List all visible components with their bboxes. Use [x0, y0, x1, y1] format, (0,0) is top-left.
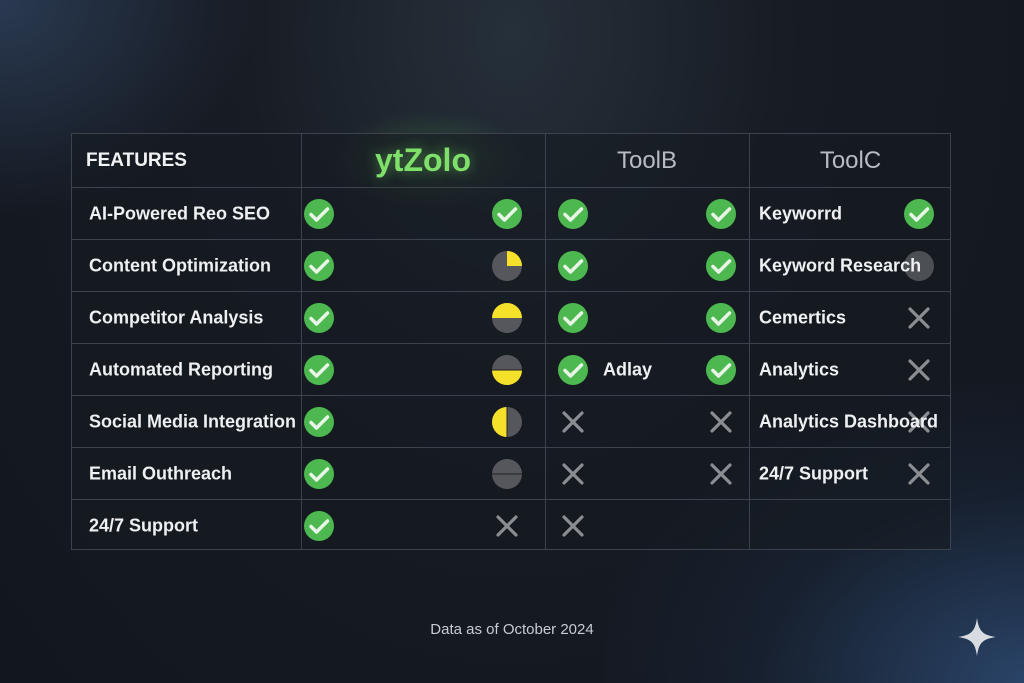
toolb-label: Adlay	[603, 359, 653, 380]
cross-icon	[903, 302, 935, 334]
cross-icon	[903, 458, 935, 490]
check-icon	[705, 302, 737, 334]
check-icon	[557, 354, 589, 386]
header-ytzolo: ytZolo	[375, 142, 471, 178]
check-icon	[557, 302, 589, 334]
header-toolb: ToolB	[616, 146, 678, 174]
cross-icon	[557, 406, 589, 438]
check-icon	[303, 510, 335, 542]
check-icon	[705, 198, 737, 230]
toolc-label: Cemertics	[759, 307, 847, 328]
toolc-label: Analytics	[759, 359, 840, 380]
feature-label: Content Optimization	[89, 255, 271, 276]
check-icon	[303, 406, 335, 438]
check-icon	[491, 198, 523, 230]
partial-icon	[903, 250, 935, 282]
header-toolc: ToolC	[819, 146, 882, 174]
cross-icon	[557, 458, 589, 490]
header-features: FEATURES	[86, 149, 187, 171]
cross-icon	[705, 458, 737, 490]
check-icon	[303, 250, 335, 282]
partial-icon	[491, 250, 523, 282]
feature-label: Competitor Analysis	[89, 307, 264, 328]
cross-icon	[903, 406, 935, 438]
toolc-label: Keyworrd	[759, 203, 843, 224]
cross-icon	[491, 510, 523, 542]
footer-note: Data as of October 2024	[430, 621, 594, 638]
cross-icon	[557, 510, 589, 542]
partial-icon	[491, 458, 523, 490]
feature-label: Automated Reporting	[89, 359, 273, 380]
check-icon	[303, 354, 335, 386]
feature-label: Email Outhreach	[89, 463, 233, 484]
cross-icon	[705, 406, 737, 438]
sparkle-icon	[958, 618, 996, 656]
feature-label: Social Media Integration	[89, 411, 297, 432]
toolc-label: Analytics Dashboard	[759, 411, 939, 432]
toolc-label: 24/7 Support	[759, 463, 869, 484]
check-icon	[303, 458, 335, 490]
check-icon	[303, 302, 335, 334]
toolc-label: Keyword Research	[759, 255, 922, 276]
check-icon	[705, 354, 737, 386]
feature-label: AI-Powered Reo SEO	[89, 203, 271, 224]
partial-icon	[491, 302, 523, 334]
partial-icon	[491, 406, 523, 438]
check-icon	[557, 250, 589, 282]
feature-label: 24/7 Support	[89, 515, 199, 536]
check-icon	[303, 198, 335, 230]
check-icon	[705, 250, 737, 282]
cross-icon	[903, 354, 935, 386]
partial-icon	[491, 354, 523, 386]
check-icon	[557, 198, 589, 230]
comparison-table: FEATURES ytZolo ToolB ToolC AI-Powered R…	[71, 133, 951, 550]
check-icon	[903, 198, 935, 230]
